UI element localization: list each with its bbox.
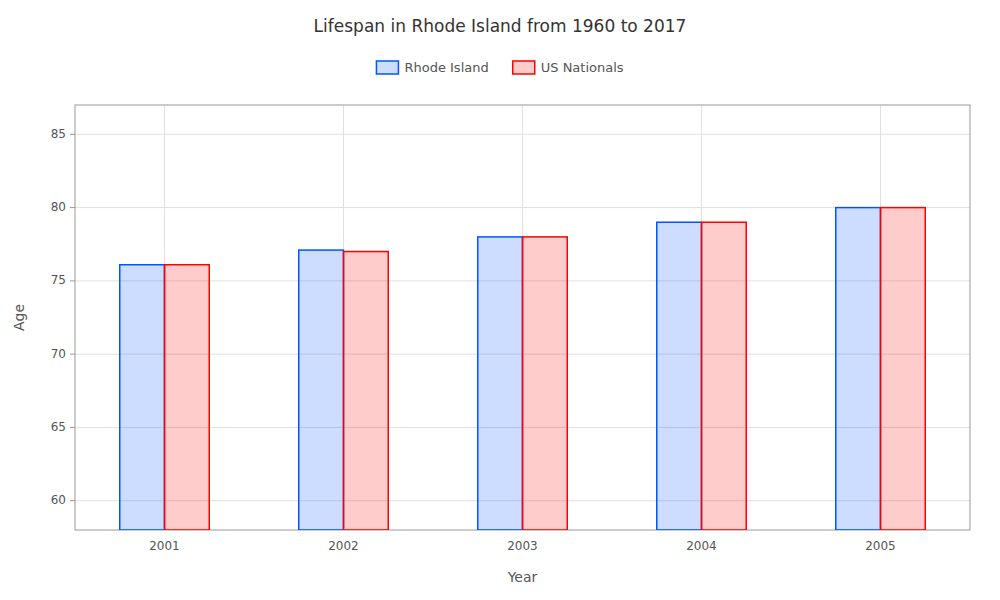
x-tick-label: 2005 [865,539,896,553]
y-tick [70,427,75,428]
y-tick-label: 65 [51,420,66,434]
x-tick-label: 2003 [507,539,538,553]
y-axis: 60 65 70 75 80 85 [51,127,75,507]
bar [881,208,926,530]
bar [657,222,702,530]
y-tick [70,207,75,208]
legend-label: US Nationals [541,60,624,75]
bar [523,237,568,530]
bar [165,265,210,530]
x-axis-label: Year [507,569,538,585]
plot-area [75,105,970,530]
y-tick-label: 85 [51,127,66,141]
grid [75,105,970,530]
bar [344,252,389,530]
y-axis-label: Age [11,304,27,331]
legend-item: US Nationals [513,60,624,75]
x-tick-label: 2004 [686,539,717,553]
bars [120,208,926,530]
y-tick [70,500,75,501]
bar [120,265,165,530]
x-axis: 2001 2002 2003 2004 2005 [149,539,896,553]
legend-swatch [513,61,535,74]
y-tick-label: 80 [51,200,66,214]
chart: 60 65 70 75 80 85 2001 2002 2003 2004 2005 Year Age L… [0,0,1000,600]
title: Lifespan in Rhode Island from 1960 to 20… [314,16,687,36]
y-tick-label: 60 [51,493,66,507]
chart-container: 60 65 70 75 80 85 2001 2002 2003 2004 2005 Year Age L… [0,0,1000,600]
bar [836,208,881,530]
bar [702,222,747,530]
y-tick [70,280,75,281]
bar [299,250,344,530]
y-tick-label: 70 [51,347,66,361]
y-tick [70,354,75,355]
bar [478,237,523,530]
y-tick-label: 75 [51,273,66,287]
legend: Rhode Island US Nationals [376,60,623,75]
legend-label: Rhode Island [404,60,488,75]
x-tick-label: 2002 [328,539,359,553]
plot-frame [75,105,970,530]
y-tick [70,134,75,135]
legend-swatch [376,61,398,74]
x-tick-label: 2001 [149,539,180,553]
legend-item: Rhode Island [376,60,488,75]
